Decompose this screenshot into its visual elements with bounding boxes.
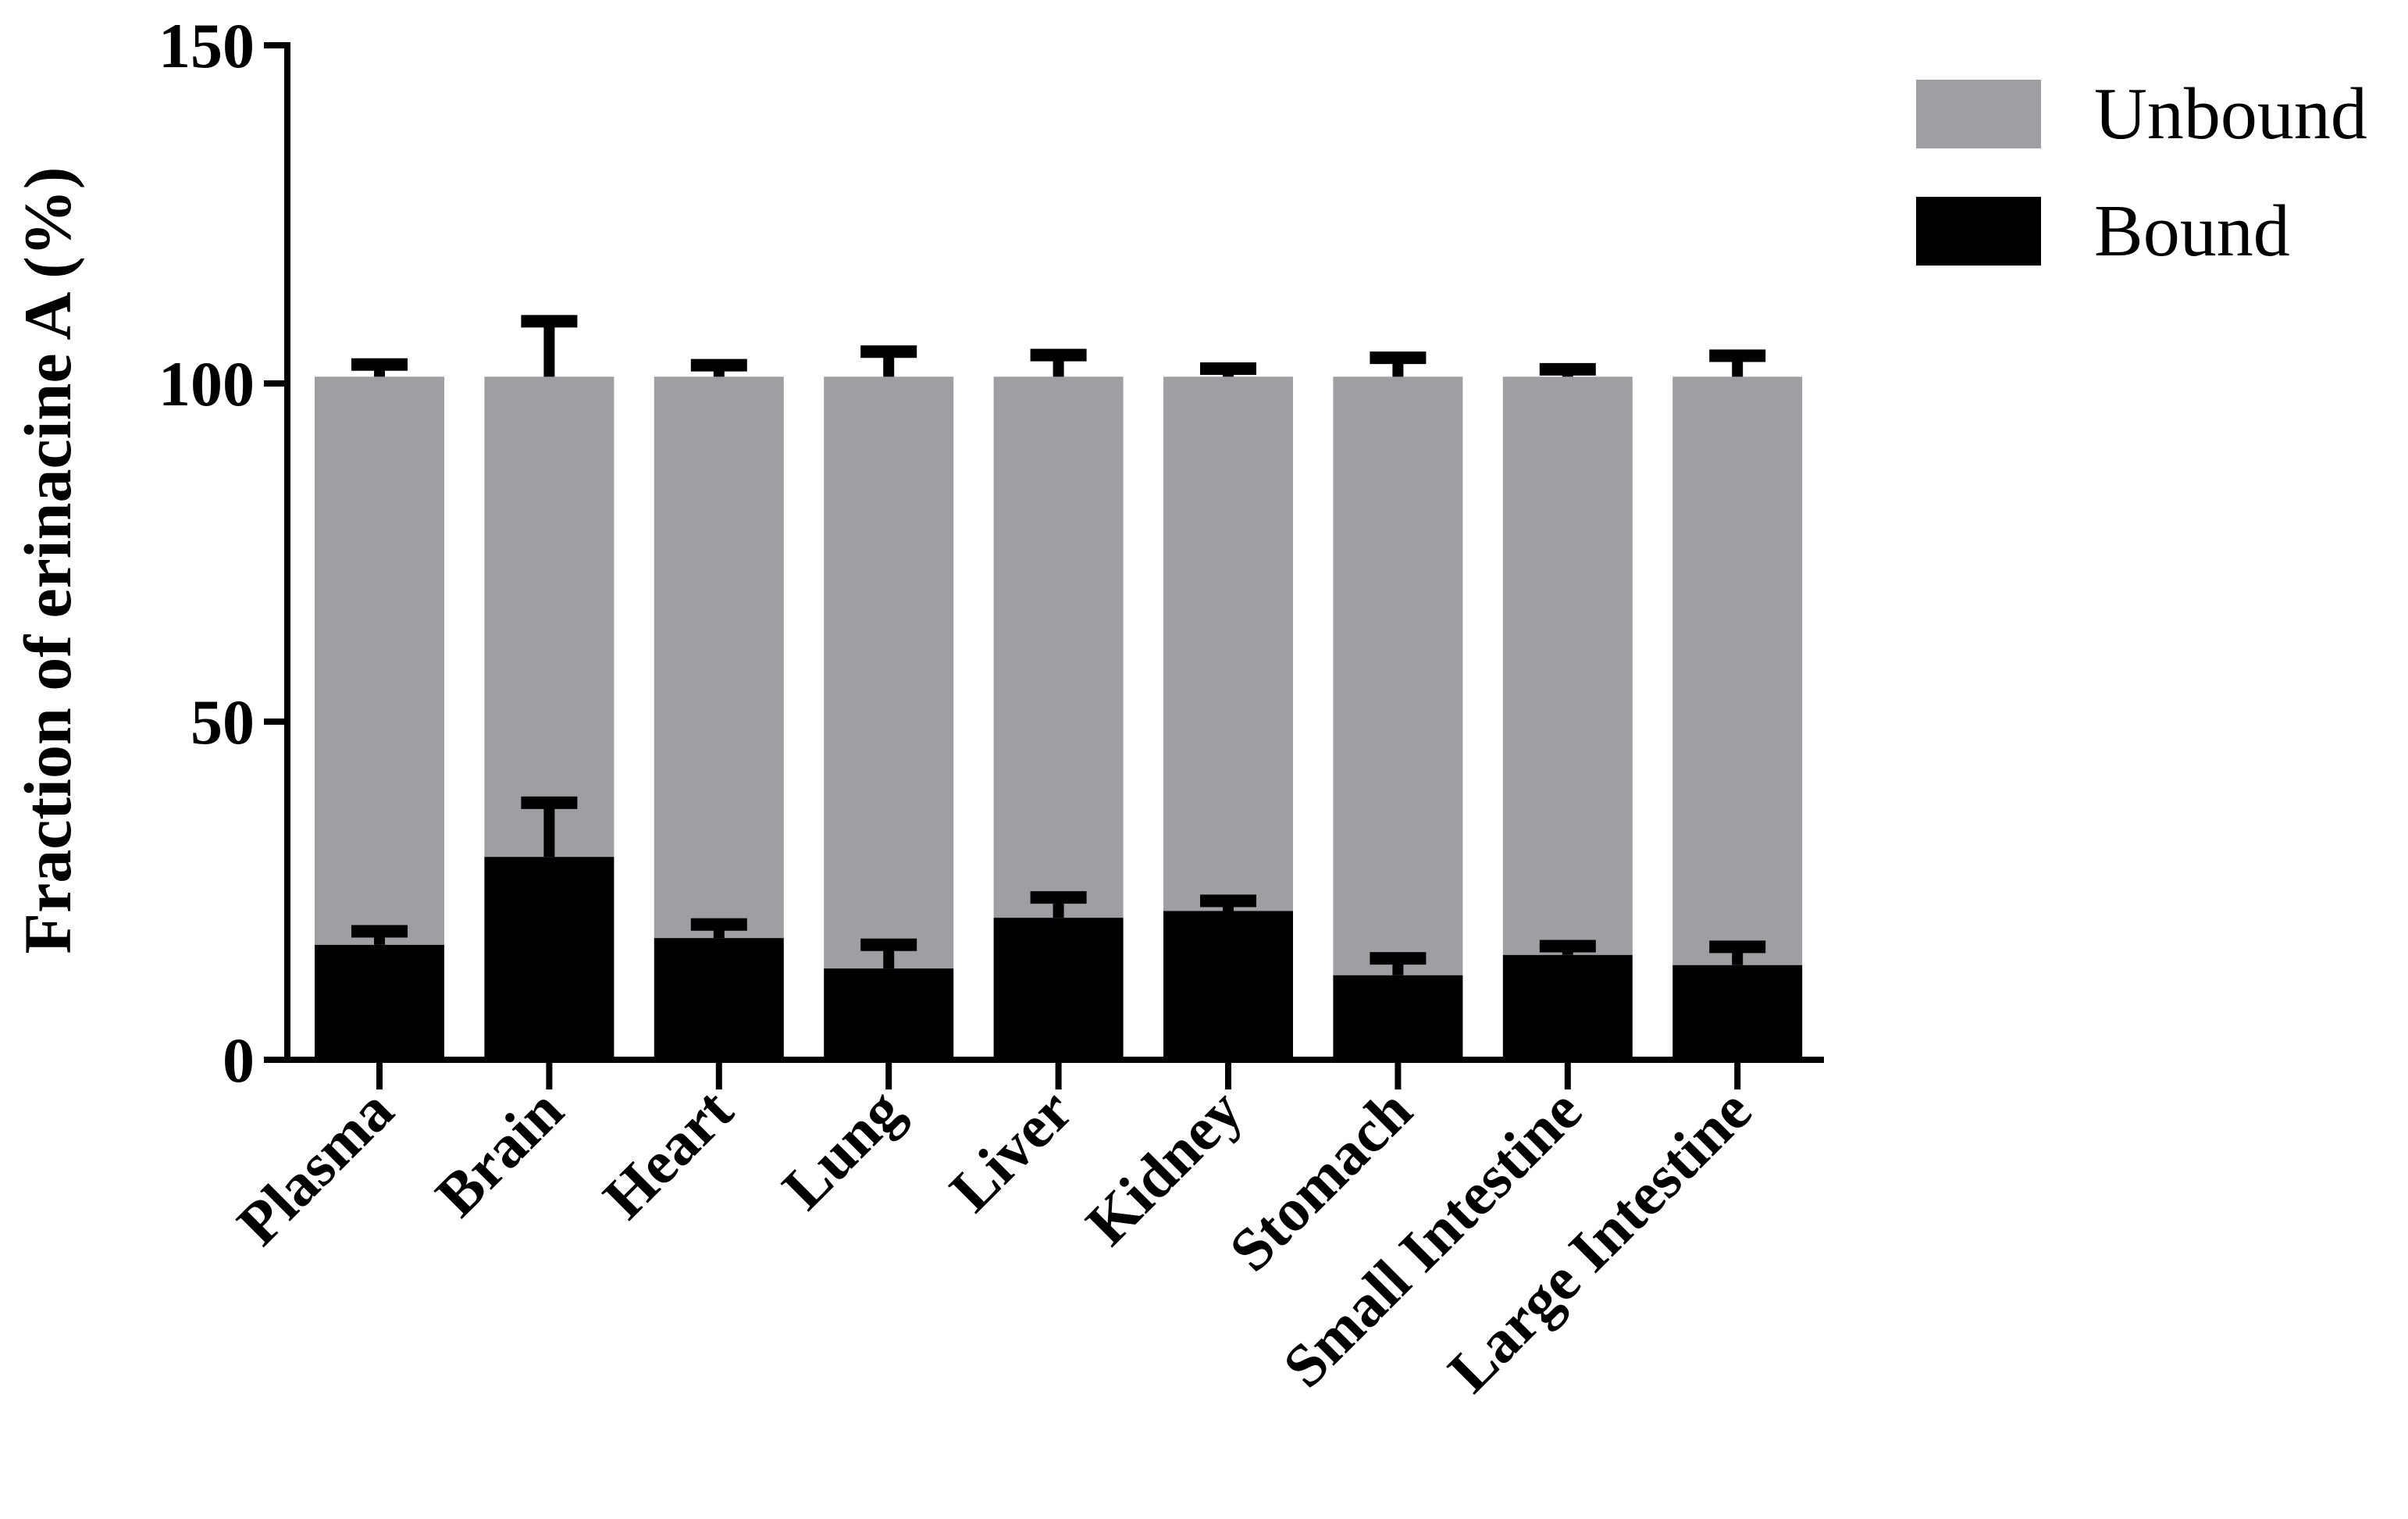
legend-label-unbound: Unbound xyxy=(2094,73,2367,155)
x-tick-label-small-intestine: Small Intestine xyxy=(1270,1076,1594,1400)
axes xyxy=(264,42,1824,1089)
x-tick-label-plasma: Plasma xyxy=(224,1076,406,1258)
bar-unbound-stomach xyxy=(1333,376,1463,975)
y-tick-label-50: 50 xyxy=(191,686,255,758)
bar-bound-small-intestine xyxy=(1502,954,1633,1060)
x-tick-label-heart: Heart xyxy=(590,1075,745,1231)
bar-unbound-liver xyxy=(993,376,1124,918)
legend-swatch-bound xyxy=(1916,197,2041,266)
legend-label-bound: Bound xyxy=(2094,191,2290,272)
bar-unbound-kidney xyxy=(1163,376,1293,911)
y-tick-label-0: 0 xyxy=(223,1025,255,1096)
bar-unbound-brain xyxy=(484,376,614,858)
bar-bound-plasma xyxy=(315,944,444,1060)
x-tick-label-brain: Brain xyxy=(422,1076,575,1229)
x-tick-label-liver: Liver xyxy=(936,1076,1085,1225)
bar-unbound-heart xyxy=(654,376,784,939)
bar-bound-kidney xyxy=(1163,911,1293,1060)
bar-unbound-plasma xyxy=(315,376,444,945)
bar-bound-heart xyxy=(654,938,784,1060)
bar-unbound-large-intestine xyxy=(1672,376,1803,965)
bar-bound-large-intestine xyxy=(1672,965,1803,1060)
legend: Unbound Bound xyxy=(1916,73,2367,272)
legend-swatch-unbound xyxy=(1916,80,2041,148)
bar-bound-stomach xyxy=(1333,975,1463,1060)
bar-unbound-lung xyxy=(824,376,954,969)
errorbars-layer xyxy=(351,315,1766,975)
bars-layer xyxy=(315,376,1803,1060)
y-tick-label-150: 150 xyxy=(159,10,255,81)
x-tick-label-large-intestine: Large Intestine xyxy=(1435,1076,1765,1406)
bar-bound-brain xyxy=(484,857,614,1060)
x-tick-label-lung: Lung xyxy=(769,1076,915,1222)
bar-bound-liver xyxy=(993,918,1124,1060)
bar-unbound-small-intestine xyxy=(1502,376,1633,955)
bar-bound-lung xyxy=(824,968,954,1060)
y-axis-title: Fraction of erinacine A (%) xyxy=(10,167,85,954)
y-tick-label-100: 100 xyxy=(159,348,255,419)
